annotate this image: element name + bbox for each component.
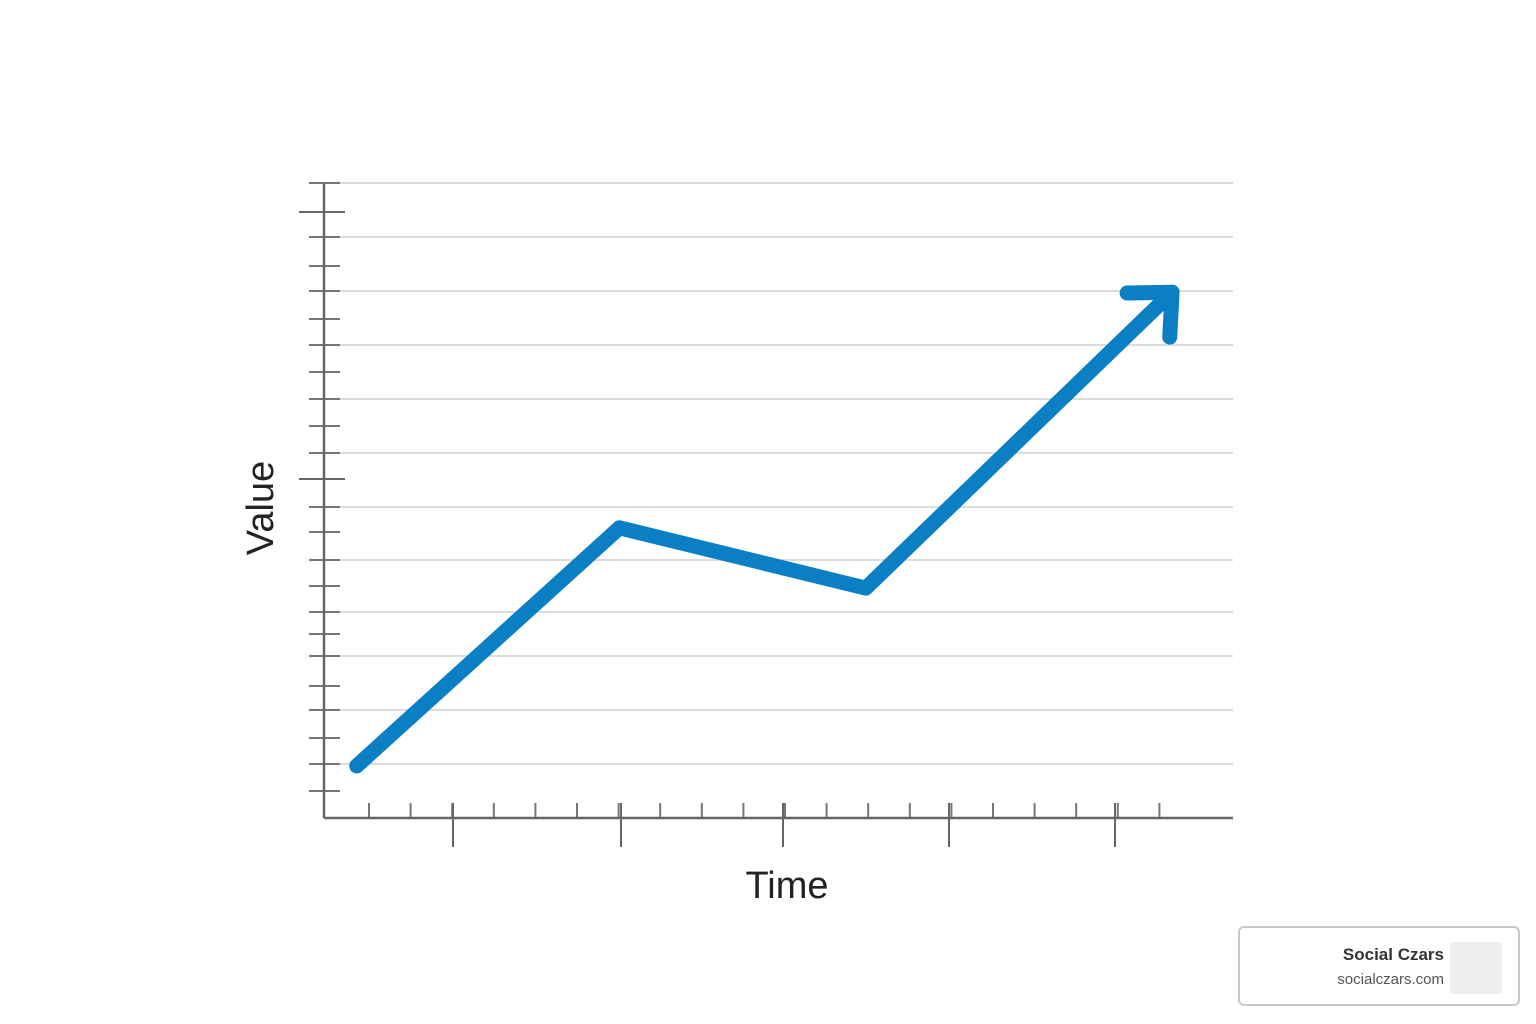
axes-decoration bbox=[299, 182, 1233, 847]
arrow-head bbox=[1119, 284, 1180, 345]
watermark[interactable]: Social Czars socialczars.com bbox=[1238, 926, 1520, 1006]
y-axis-label: Value bbox=[240, 461, 282, 555]
x-axis-label: Time bbox=[745, 865, 828, 907]
data-line bbox=[349, 284, 1180, 774]
watermark-name: Social Czars bbox=[1342, 945, 1444, 964]
watermark-url: socialczars.com bbox=[1337, 971, 1444, 988]
watermark-icon bbox=[1450, 942, 1502, 994]
